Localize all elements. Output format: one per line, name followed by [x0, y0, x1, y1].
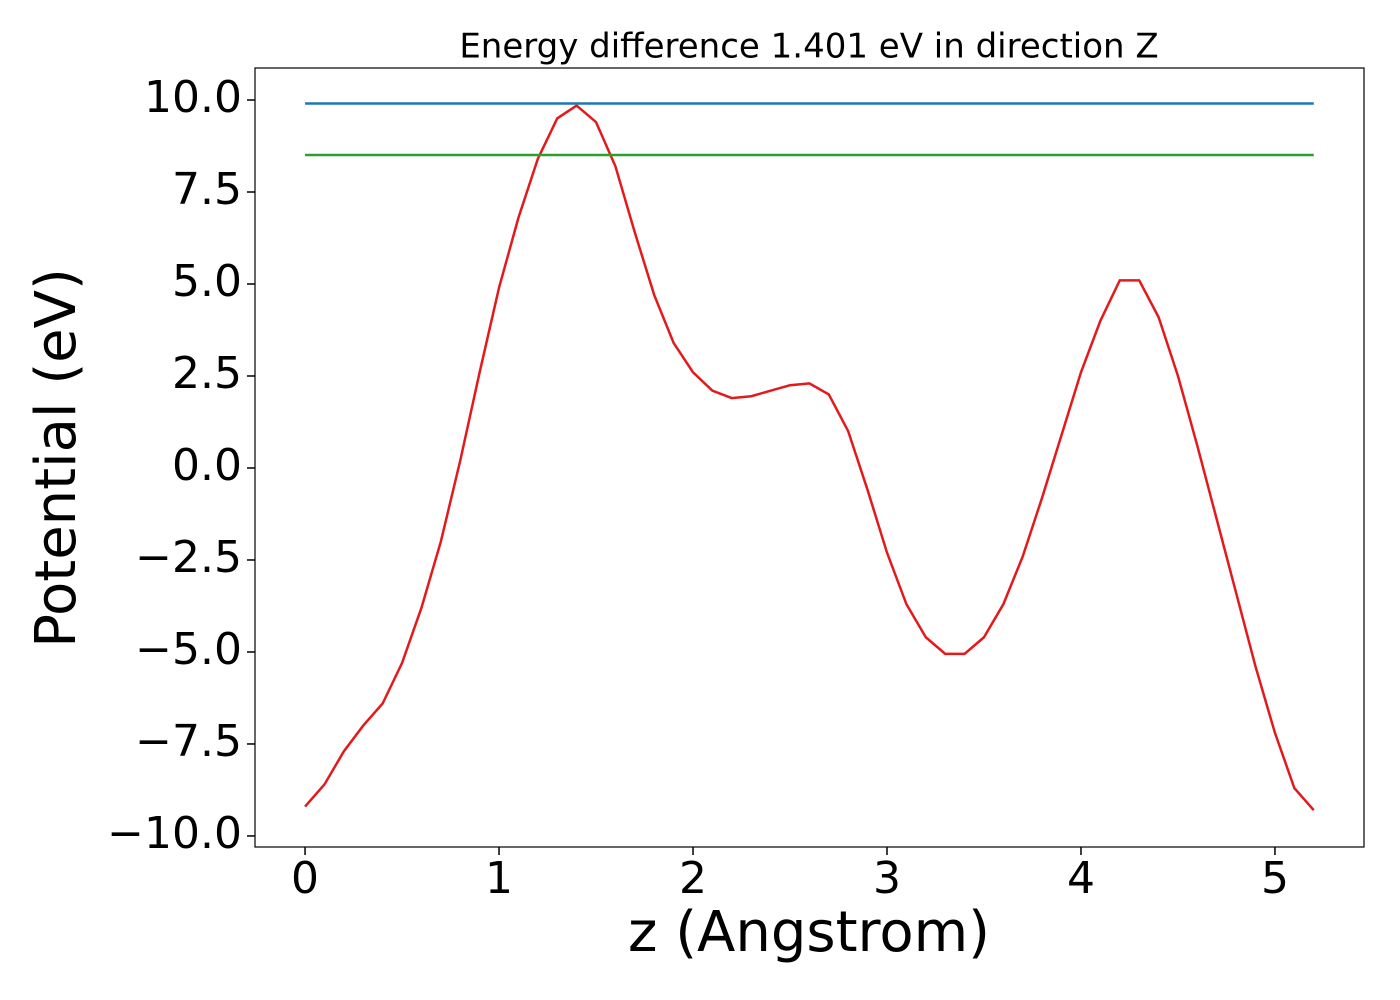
y-tick-label: −5.0 [135, 624, 242, 675]
x-tick-label: 4 [1067, 853, 1095, 904]
y-tick-label: −7.5 [135, 716, 242, 767]
y-tick-label: 5.0 [172, 256, 242, 307]
x-tick-label: 5 [1261, 853, 1289, 904]
line [304, 103, 1315, 812]
x-tick-label: 3 [873, 853, 901, 904]
y-axis-label: Potential (eV) [24, 268, 89, 648]
y-tick-label: 2.5 [172, 348, 242, 399]
y-tick-label: 10.0 [144, 72, 242, 123]
y-tick-label: 0.0 [172, 440, 242, 491]
y-tick-label: −10.0 [107, 808, 242, 859]
y-tick-label: −2.5 [135, 532, 242, 583]
x-tick-label: 0 [291, 853, 319, 904]
chart-title: Energy difference 1.401 eV in direction … [459, 27, 1158, 67]
plot-frame [254, 67, 1365, 848]
x-tick-label: 2 [679, 853, 707, 904]
y-tick-label: 7.5 [172, 164, 242, 215]
x-axis-label: z (Angstrom) [628, 900, 990, 965]
x-tick-label: 1 [485, 853, 513, 904]
